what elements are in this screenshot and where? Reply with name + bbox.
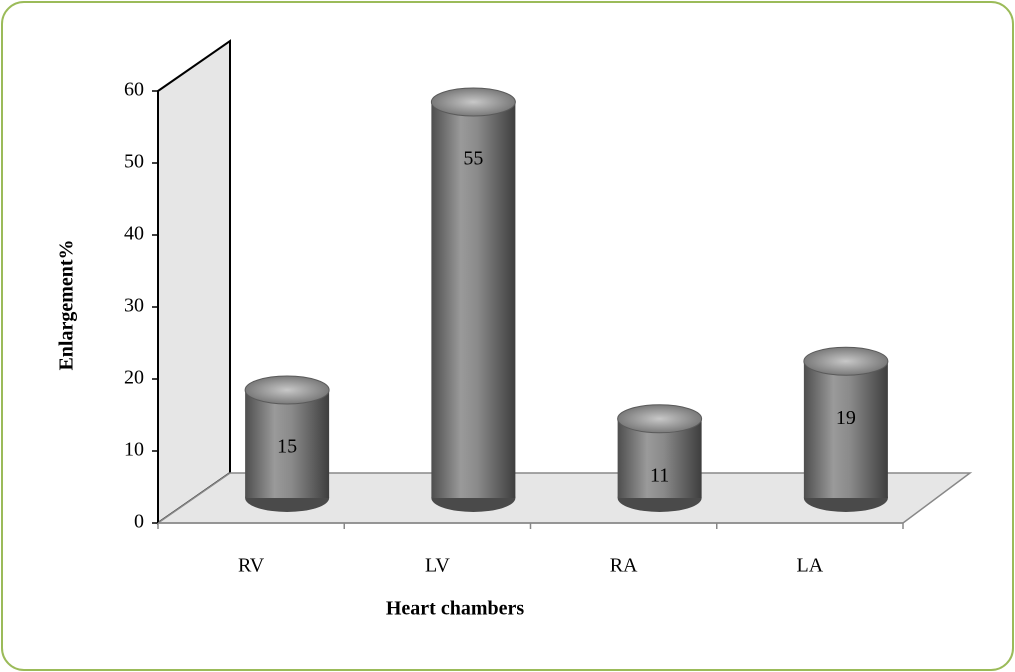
- bar-top: [244, 375, 330, 405]
- data-label: 15: [277, 436, 297, 458]
- bar-top: [617, 404, 703, 434]
- x-tick-label: LV: [425, 555, 450, 577]
- bar-top: [803, 346, 889, 376]
- x-tick-label: RV: [238, 555, 265, 577]
- y-tick-label: 40: [124, 223, 144, 245]
- y-tick-label: 0: [134, 511, 144, 533]
- bar: [245, 390, 330, 498]
- bar: [431, 102, 516, 498]
- back-wall: [157, 39, 231, 525]
- y-axis-title: Enlargement%: [56, 239, 78, 370]
- y-tick-label: 20: [124, 367, 144, 389]
- y-tick-label: 60: [124, 79, 144, 101]
- data-label: 55: [463, 148, 483, 170]
- bar: [803, 361, 888, 498]
- x-tick-label: LA: [797, 555, 824, 577]
- data-label: 19: [836, 407, 856, 429]
- y-tick-label: 50: [124, 151, 144, 173]
- data-label: 11: [650, 464, 669, 486]
- y-tick-label: 10: [124, 439, 144, 461]
- x-tick-label: RA: [610, 555, 638, 577]
- y-tick-label: 30: [124, 295, 144, 317]
- bar-top: [430, 87, 516, 117]
- x-axis-title: Heart chambers: [386, 598, 525, 620]
